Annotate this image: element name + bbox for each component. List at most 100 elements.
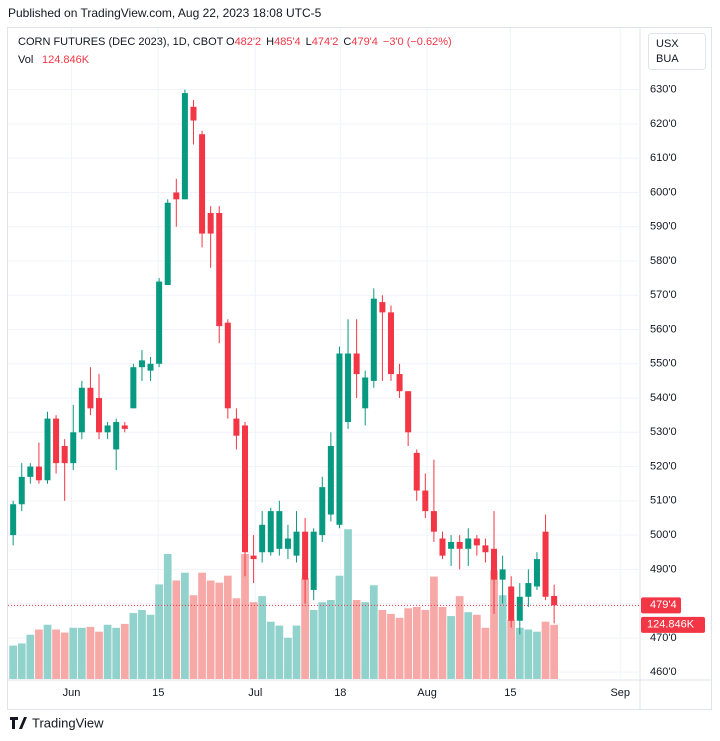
volume-bar — [541, 621, 550, 679]
volume-bar — [86, 626, 95, 679]
axes: 460'0470'0480'0490'0500'0510'0520'0530'0… — [63, 84, 705, 699]
candle-body — [181, 93, 188, 200]
volume-bar — [43, 624, 52, 679]
volume-bar — [215, 582, 224, 679]
candle-body — [259, 524, 266, 553]
volume-bar — [352, 600, 361, 679]
candle-body — [327, 446, 334, 515]
y-tick-label: 620'0 — [650, 118, 677, 130]
volume-bar — [249, 602, 258, 679]
logo-icon — [10, 717, 27, 729]
candle-body — [173, 192, 180, 200]
volume-bar — [258, 596, 267, 679]
candle-body — [405, 391, 412, 433]
x-tick-label: Aug — [417, 687, 437, 699]
volume-bar — [198, 572, 206, 679]
x-tick-label: Jul — [248, 687, 262, 699]
y-tick-label: 460'0 — [650, 666, 677, 678]
y-tick-label: 470'0 — [650, 632, 677, 644]
volume-bar — [430, 576, 438, 679]
volume-bar — [387, 613, 395, 679]
x-tick-label: 15 — [152, 687, 164, 699]
candle-body — [413, 452, 420, 491]
candle-body — [35, 466, 42, 481]
volume-bar — [550, 624, 558, 679]
price-tag-label: 479'4 — [650, 599, 677, 611]
volume-bar — [447, 616, 455, 679]
y-tick-label: 590'0 — [650, 221, 677, 233]
candle-body — [345, 353, 352, 423]
candle-body — [379, 302, 386, 313]
volume-bar — [26, 634, 35, 679]
volume-bar — [284, 637, 292, 679]
candle-body — [362, 377, 369, 409]
y-tick-label: 520'0 — [650, 460, 677, 472]
volume-bar — [438, 606, 447, 679]
currency-box[interactable] — [648, 33, 706, 70]
volume-bar — [515, 627, 524, 679]
y-tick-label: 510'0 — [650, 495, 677, 507]
volume-bar — [69, 627, 78, 679]
volume-bar — [189, 595, 198, 679]
candle-body — [422, 490, 429, 512]
candle-body — [491, 548, 498, 580]
candle-body — [542, 531, 549, 597]
volume-tag — [641, 616, 705, 633]
candle-body — [516, 596, 523, 621]
candle-body — [147, 363, 154, 371]
candle-body — [53, 418, 60, 464]
candle-body — [430, 511, 437, 532]
x-tick-label: Sep — [610, 687, 630, 699]
candle-body — [310, 531, 317, 590]
candle-body — [353, 353, 360, 375]
ohlc-value: 474'2 — [312, 36, 339, 48]
ohlc-value: 482'2 — [235, 36, 262, 48]
candle-body — [18, 476, 25, 505]
ohlc-value: 485'4 — [274, 36, 301, 48]
volume-bar — [103, 624, 112, 679]
candles — [8, 89, 640, 635]
candle-body — [70, 432, 77, 464]
x-tick-label: 15 — [504, 687, 516, 699]
logo-text: TradingView — [32, 715, 104, 730]
y-tick-label: 500'0 — [650, 529, 677, 541]
candle-body — [465, 538, 472, 549]
volume-bar — [120, 623, 129, 679]
x-tick-label: Jun — [63, 687, 81, 699]
candle-body — [439, 538, 446, 556]
volume-bar — [369, 585, 378, 679]
y-tick-label: 530'0 — [650, 426, 677, 438]
y-tick-label: 560'0 — [650, 323, 677, 335]
y-tick-label: 550'0 — [650, 358, 677, 370]
candle-body — [190, 106, 197, 121]
candle-body — [10, 504, 17, 536]
x-tick-label: 18 — [334, 687, 346, 699]
volume-bar — [60, 632, 69, 679]
candle-body — [241, 425, 249, 553]
volume-bar — [361, 602, 370, 679]
volume-bar — [395, 617, 404, 679]
volume-bar — [163, 554, 172, 679]
candle-body — [207, 213, 214, 234]
chart-title: CORN FUTURES (DEC 2023), 1D, CBOT — [18, 36, 224, 48]
candle-body — [276, 511, 283, 549]
volume-bar — [318, 602, 327, 679]
candle-body — [78, 387, 85, 433]
candle-body — [138, 360, 145, 368]
volume-bar — [335, 575, 344, 679]
y-tick-label: 600'0 — [650, 186, 677, 198]
volume-bar — [206, 580, 215, 679]
volume-bar — [129, 613, 138, 679]
volume-bar — [412, 606, 421, 679]
candle-body — [448, 541, 455, 549]
candle-body — [250, 555, 257, 560]
candle-body — [302, 531, 309, 580]
volume-bar — [464, 612, 473, 679]
candle-body — [508, 586, 515, 621]
candle-body — [216, 213, 223, 327]
candle-body — [224, 322, 231, 409]
candle-body — [473, 538, 480, 546]
volume-title: Vol — [18, 54, 33, 66]
volume-bar — [327, 600, 335, 679]
